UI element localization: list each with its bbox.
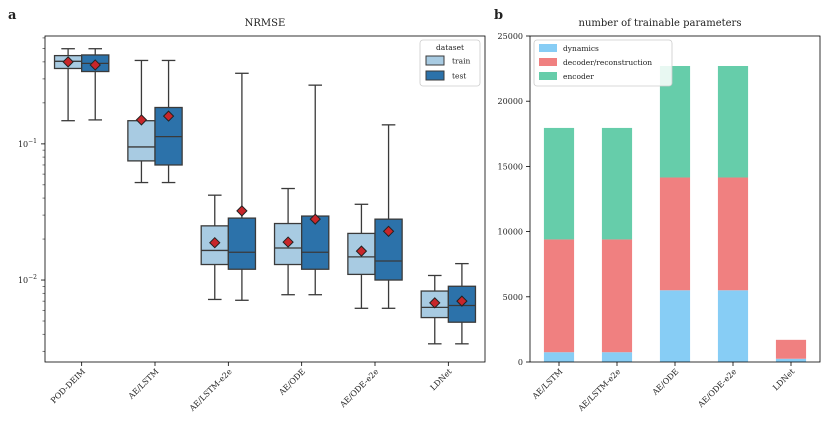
bar-encoder-AE/LSTM-e2e (601, 127, 633, 240)
box-test-AE/ODE-e2e (374, 124, 403, 309)
box-test-LDNet (447, 262, 477, 345)
panel-a: a NRMSE 10−1 10−2 POD-DEIM AE/LSTM AE/LSTM-… (8, 8, 486, 414)
params-y-tick-label: 0 (518, 358, 523, 367)
box-test-POD-DEIM (81, 48, 110, 121)
nrmse-x-tick-label: AE/LSTM-e2e (187, 367, 234, 414)
params-x-tick-label: AE/LSTM (530, 367, 564, 401)
nrmse-x-tick-label: AE/ODE (277, 367, 308, 398)
legend-label-encoder: encoder (563, 72, 594, 81)
box-train-AE/ODE-e2e (347, 203, 376, 309)
bar-dynamics-AE/ODE (659, 290, 691, 362)
bar-encoder-AE/LSTM (543, 127, 575, 240)
nrmse-axes-frame (44, 35, 486, 363)
params-x-tick-label: LDNet (771, 367, 797, 393)
bar-dynamics-AE/LSTM-e2e (601, 352, 633, 362)
nrmse-y-axis: 10−1 10−2 (18, 37, 45, 352)
panel-letter-b: b (494, 8, 503, 23)
nrmse-chart-title: NRMSE (245, 18, 286, 29)
legend-swatch-encoder (539, 72, 557, 80)
box-test-AE/LSTM-e2e (227, 72, 257, 301)
params-x-axis: AE/LSTM AE/LSTM-e2e AE/ODE AE/ODE-e2e LDNet (530, 362, 797, 414)
panel-letter-a: a (8, 8, 17, 23)
params-y-tick-label: 25000 (498, 32, 523, 41)
box-mean-marker (162, 110, 175, 122)
box-test-AE/LSTM (154, 59, 183, 184)
legend-label-decoder: decoder/reconstruction (563, 58, 652, 67)
legend-label-test: test (452, 72, 466, 81)
box-train-AE/LSTM-e2e (200, 194, 229, 301)
legend-swatch-decoder (539, 58, 557, 66)
box-train-POD-DEIM (53, 48, 83, 122)
params-y-axis: 0 5000 10000 15000 20000 25000 (498, 32, 530, 367)
box-mean-marker (209, 236, 221, 249)
bar-decoder-reconstruction-AE/LSTM (543, 239, 575, 353)
nrmse-x-axis: POD-DEIM AE/LSTM AE/LSTM-e2e AE/ODE AE/ODE-e… (49, 362, 454, 414)
box-train-AE/LSTM (127, 59, 156, 184)
box-mean-marker (89, 59, 101, 71)
panel-b: b number of trainable parameters 0 5000 10… (494, 8, 821, 414)
params-x-tick-label: AE/ODE-e2e (696, 367, 739, 410)
params-y-tick-label: 5000 (503, 293, 523, 302)
params-chart-title: number of trainable parameters (579, 18, 742, 29)
legend-swatch-train (425, 55, 445, 66)
bar-dynamics-AE/LSTM (543, 352, 575, 362)
bar-encoder-AE/ODE-e2e (717, 65, 749, 178)
bar-decoder-reconstruction-AE/ODE (659, 177, 691, 291)
legend-swatch-test (425, 70, 445, 81)
params-y-tick-label: 20000 (498, 97, 523, 106)
legend-label-train: train (452, 57, 470, 66)
params-y-tick-label: 10000 (498, 228, 523, 237)
box-mean-marker (236, 205, 248, 217)
nrmse-x-tick-label: POD-DEIM (49, 367, 87, 405)
bar-decoder-reconstruction-LDNet (775, 339, 807, 359)
box-test-AE/ODE (301, 84, 330, 296)
box-mean-marker (62, 56, 74, 68)
bar-dynamics-LDNet (775, 358, 807, 362)
box-mean-marker (135, 114, 148, 126)
box-mean-marker (429, 297, 441, 309)
bar-dynamics-AE/ODE-e2e (717, 290, 749, 362)
params-axes-frame (529, 35, 821, 363)
params-legend-box (533, 39, 673, 87)
nrmse-y-tick-label: 10−1 (18, 138, 37, 149)
params-plot-area (543, 65, 807, 362)
nrmse-plot-area (53, 48, 477, 345)
box-train-AE/ODE (273, 187, 303, 296)
bar-decoder-reconstruction-AE/LSTM-e2e (601, 239, 633, 353)
box-iqr (127, 120, 156, 162)
bar-decoder-reconstruction-AE/ODE-e2e (717, 177, 749, 291)
box-mean-marker (456, 295, 468, 307)
box-mean-marker (282, 236, 294, 248)
box-train-LDNet (420, 274, 449, 345)
params-legend: dynamics decoder/reconstruction encoder (533, 39, 673, 87)
box-iqr (227, 217, 257, 270)
legend-label-dynamics: dynamics (563, 44, 599, 53)
box-mean-marker (309, 213, 321, 225)
nrmse-x-tick-label: AE/ODE-e2e (338, 367, 381, 410)
nrmse-legend-title: dataset (436, 43, 464, 52)
box-mean-marker (382, 225, 395, 238)
legend-swatch-dynamics (539, 44, 557, 52)
nrmse-x-tick-label: LDNet (429, 367, 455, 393)
nrmse-y-tick-label: 10−2 (18, 274, 37, 285)
box-mean-marker (355, 245, 368, 257)
params-x-tick-label: AE/LSTM-e2e (576, 367, 623, 414)
nrmse-legend: dataset train test (419, 39, 481, 87)
params-y-tick-label: 15000 (498, 162, 523, 171)
nrmse-x-tick-label: AE/LSTM (126, 367, 160, 401)
params-x-tick-label: AE/ODE (650, 367, 681, 398)
